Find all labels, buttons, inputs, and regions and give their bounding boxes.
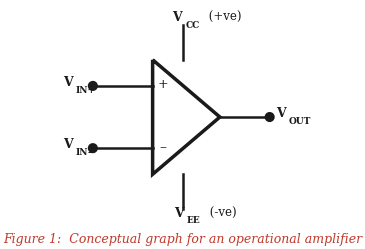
Text: V: V	[174, 207, 184, 220]
Text: EE: EE	[187, 216, 200, 225]
Text: –: –	[160, 140, 166, 154]
Text: (-ve): (-ve)	[206, 207, 237, 220]
Text: (+ve): (+ve)	[205, 11, 242, 24]
Circle shape	[266, 113, 274, 121]
Text: V: V	[173, 11, 182, 24]
Text: V: V	[63, 76, 73, 89]
Text: CC: CC	[185, 21, 200, 30]
Text: OUT: OUT	[289, 117, 311, 126]
Circle shape	[89, 82, 97, 90]
Text: Figure 1:  Conceptual graph for an operational amplifier: Figure 1: Conceptual graph for an operat…	[3, 233, 362, 246]
Text: V: V	[276, 107, 286, 120]
Circle shape	[89, 144, 97, 152]
Text: IN+: IN+	[76, 86, 96, 95]
Text: IN−: IN−	[76, 148, 96, 157]
Text: +: +	[158, 78, 168, 91]
Text: V: V	[63, 138, 73, 151]
